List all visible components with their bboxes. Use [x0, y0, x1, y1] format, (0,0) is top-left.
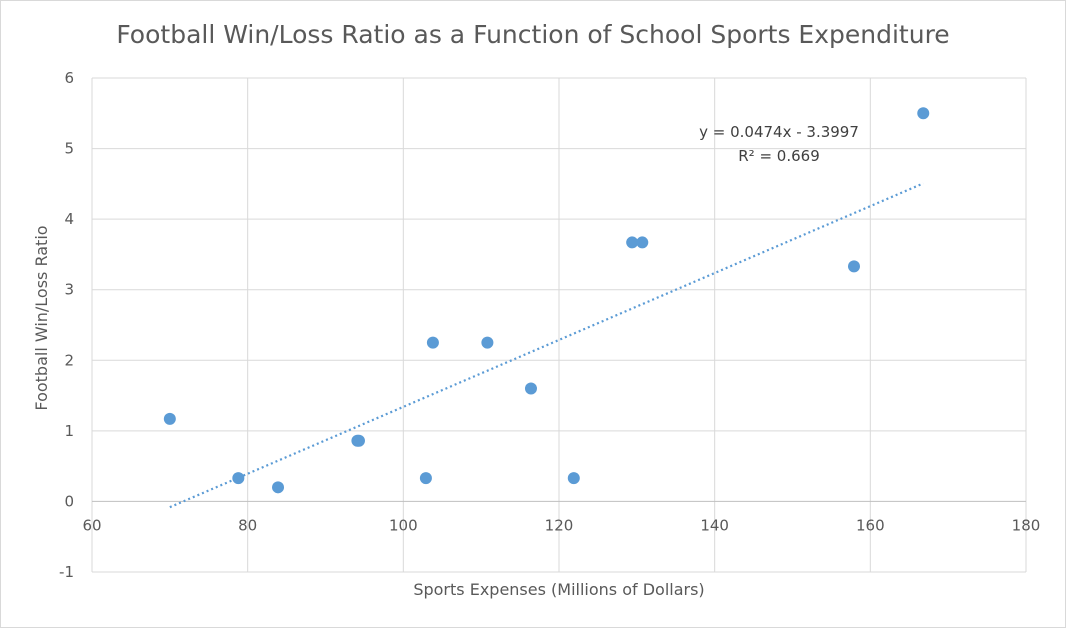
x-tick-label: 180 [1012, 516, 1041, 534]
trendline-group [169, 182, 924, 509]
y-tick-label: 3 [64, 281, 74, 299]
x-axis-ticks: 60 80 100 120 140 160 180 [82, 516, 1040, 534]
trendline-r-squared: R² = 0.669 [738, 147, 819, 165]
x-tick-label: 120 [545, 516, 574, 534]
data-point [419, 472, 432, 485]
trendline [169, 182, 924, 509]
data-point [917, 107, 930, 120]
x-tick-label: 140 [700, 516, 729, 534]
y-tick-label: 0 [64, 492, 74, 510]
y-tick-label: -1 [59, 563, 74, 581]
x-tick-label: 60 [82, 516, 101, 534]
y-axis-ticks: 6 5 4 3 2 1 0 -1 [59, 69, 74, 581]
data-point [426, 336, 439, 349]
x-tick-label: 80 [238, 516, 257, 534]
y-tick-label: 1 [64, 422, 74, 440]
data-point [352, 434, 365, 447]
data-point [481, 336, 494, 349]
data-point [567, 472, 580, 485]
x-tick-label: 100 [389, 516, 418, 534]
x-axis-title: Sports Expenses (Millions of Dollars) [413, 580, 704, 599]
data-point [847, 260, 860, 273]
y-tick-label: 2 [64, 351, 74, 369]
y-tick-label: 6 [64, 69, 74, 87]
trendline-equation: y = 0.0474x - 3.3997 [699, 123, 859, 141]
x-tick-label: 160 [856, 516, 885, 534]
data-point [636, 236, 649, 249]
data-point [163, 412, 176, 425]
y-axis-title: Football Win/Loss Ratio [32, 225, 51, 410]
data-points [163, 107, 930, 494]
data-point [626, 236, 639, 249]
y-tick-label: 4 [64, 210, 74, 228]
chart-title: Football Win/Loss Ratio as a Function of… [116, 20, 950, 49]
data-point [524, 382, 537, 395]
gridlines [91, 77, 1027, 573]
data-point [232, 472, 245, 485]
y-tick-label: 5 [64, 140, 74, 158]
data-point [272, 481, 285, 494]
